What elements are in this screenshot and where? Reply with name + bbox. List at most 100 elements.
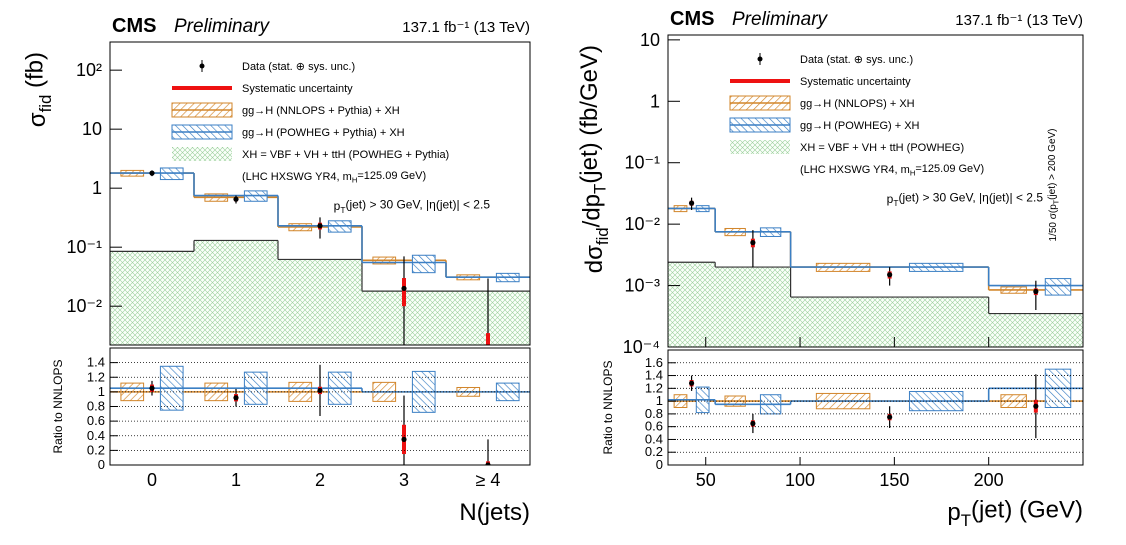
experiment: CMS [112, 15, 156, 37]
text-part: =125.09 GeV) [357, 170, 426, 182]
y-tick-label: 10⁻¹ [624, 153, 660, 173]
main-panel [110, 167, 530, 345]
y-tick-label: 1.4 [645, 368, 663, 383]
legend-note: (LHC HXSWG YR4, mH=125.09 GeV) [242, 170, 426, 185]
subscript: T [590, 184, 609, 194]
data-point [1033, 288, 1039, 295]
ratio-panel [668, 368, 1083, 439]
text-part: p [334, 199, 341, 213]
text-part: (LHC HXSWG YR4, m [800, 164, 910, 176]
y-tick-label: 0.6 [645, 419, 663, 434]
subscript: H [910, 169, 916, 178]
main-frame [667, 34, 1084, 348]
ratio-point [149, 385, 155, 391]
text-part: =125.09 GeV) [915, 163, 984, 175]
legend-label: XH = VBF + VH + ttH (POWHEG + Pythia) [242, 149, 449, 161]
y-axis-title: dσfid/dpT(jet) (fb/GeV) [576, 45, 612, 273]
annotation: pT(jet) > 30 GeV, |η(jet)| < 2.5 [887, 191, 1044, 208]
y-tick-label: 10⁻³ [624, 276, 660, 296]
xh-area [278, 259, 362, 345]
x-tick-label: 0 [147, 470, 157, 490]
status: Preliminary [174, 16, 271, 37]
subscript: T [1053, 199, 1060, 204]
data-point [688, 200, 695, 206]
ratio-panel [110, 364, 530, 465]
y-tick-label: 1.2 [645, 380, 663, 395]
main-panel [668, 197, 1083, 347]
status: Preliminary [732, 9, 829, 30]
text-part: (jet) > 200 GeV) [1047, 128, 1058, 199]
xh-area [715, 267, 791, 347]
prediction-box [1044, 278, 1072, 296]
xh-area [988, 313, 1083, 347]
legend-marker [172, 147, 232, 161]
subscript: T [961, 511, 971, 530]
ratio-point [688, 380, 695, 386]
ratio-axis-title: Ratio to NNLOPS [51, 359, 65, 453]
y-tick-label: 1.4 [87, 355, 105, 370]
luminosity: 137.1 fb⁻¹ (13 TeV) [402, 19, 530, 36]
legend-label: gg→H (NNLOPS + Pythia) + XH [242, 105, 400, 117]
subscript: T [340, 205, 345, 215]
y-tick-label: 0 [98, 457, 105, 472]
prediction-box [411, 254, 436, 274]
luminosity: 137.1 fb⁻¹ (13 TeV) [955, 12, 1083, 29]
data-point [149, 170, 155, 176]
legend-label: Systematic uncertainty [800, 76, 911, 88]
x-axis-title: N(jets) [459, 499, 530, 526]
y-tick-label: 10⁻⁴ [623, 337, 660, 357]
y-tick-label: 1 [650, 91, 660, 111]
y-tick-label: 0 [656, 457, 663, 472]
subscript: H [352, 176, 358, 185]
text-part: (jet) (fb/GeV) [576, 45, 603, 184]
y-tick-label: 1.2 [87, 369, 105, 384]
y-tick-label: 10⁻² [66, 296, 102, 316]
text-part: dσ [581, 245, 608, 273]
y-tick-label: 10² [76, 60, 102, 80]
x-tick-label: 2 [315, 470, 325, 490]
ratio-point [485, 462, 491, 465]
x-tick-label: ≥ 4 [476, 470, 501, 490]
text-part: (fb) [21, 52, 48, 95]
legend-note: (LHC HXSWG YR4, mH=125.09 GeV) [800, 163, 984, 178]
ratio-point [1033, 403, 1039, 409]
side-note: 1/50 σ(pT(jet) > 200 GeV) [1047, 128, 1061, 241]
y-tick-label: 10 [82, 119, 102, 139]
x-tick-label: 200 [974, 470, 1004, 490]
x-tick-label: 50 [696, 470, 716, 490]
text-part: (jet) > 30 GeV, |η(jet)| < 2.5 [898, 191, 1043, 205]
ratio-point [401, 436, 407, 443]
legend-label: Systematic uncertainty [242, 83, 353, 95]
ratio-axis-title: Ratio to NNLOPS [601, 360, 615, 454]
subscript: fid [593, 227, 612, 245]
x-tick-label: 100 [785, 470, 815, 490]
y-tick-label: 1 [92, 178, 102, 198]
y-tick-label: 0.8 [87, 399, 105, 414]
legend-label: gg→H (POWHEG + Pythia) + XH [242, 127, 405, 139]
legend-marker [757, 56, 763, 62]
data-point [317, 223, 323, 229]
y-tick-label: 0.4 [87, 428, 105, 443]
text-part: (jet) > 30 GeV, |η(jet)| < 2.5 [345, 198, 490, 212]
ratio-frame [109, 347, 531, 466]
y-tick-label: 0.8 [645, 406, 663, 421]
legend-marker [199, 63, 205, 69]
text-part: σ [24, 112, 51, 127]
subscript: fid [36, 95, 55, 113]
y-tick-label: 1 [98, 384, 105, 399]
legend-marker [730, 140, 790, 154]
y-tick-label: 10 [640, 30, 660, 50]
legend-label: Data (stat. ⊕ sys. unc.) [800, 54, 913, 66]
y-tick-label: 1 [656, 393, 663, 408]
text-part: /dp [578, 194, 605, 227]
y-tick-label: 1.6 [645, 355, 663, 370]
y-tick-label: 0.2 [87, 442, 105, 457]
xh-area [668, 262, 716, 347]
y-tick-label: 10⁻¹ [66, 237, 102, 257]
text-part: p [887, 192, 894, 206]
x-tick-label: 1 [231, 470, 241, 490]
xh-area [194, 240, 278, 345]
legend-label: gg→H (POWHEG) + XH [800, 120, 920, 132]
y-tick-label: 0.4 [645, 431, 663, 446]
